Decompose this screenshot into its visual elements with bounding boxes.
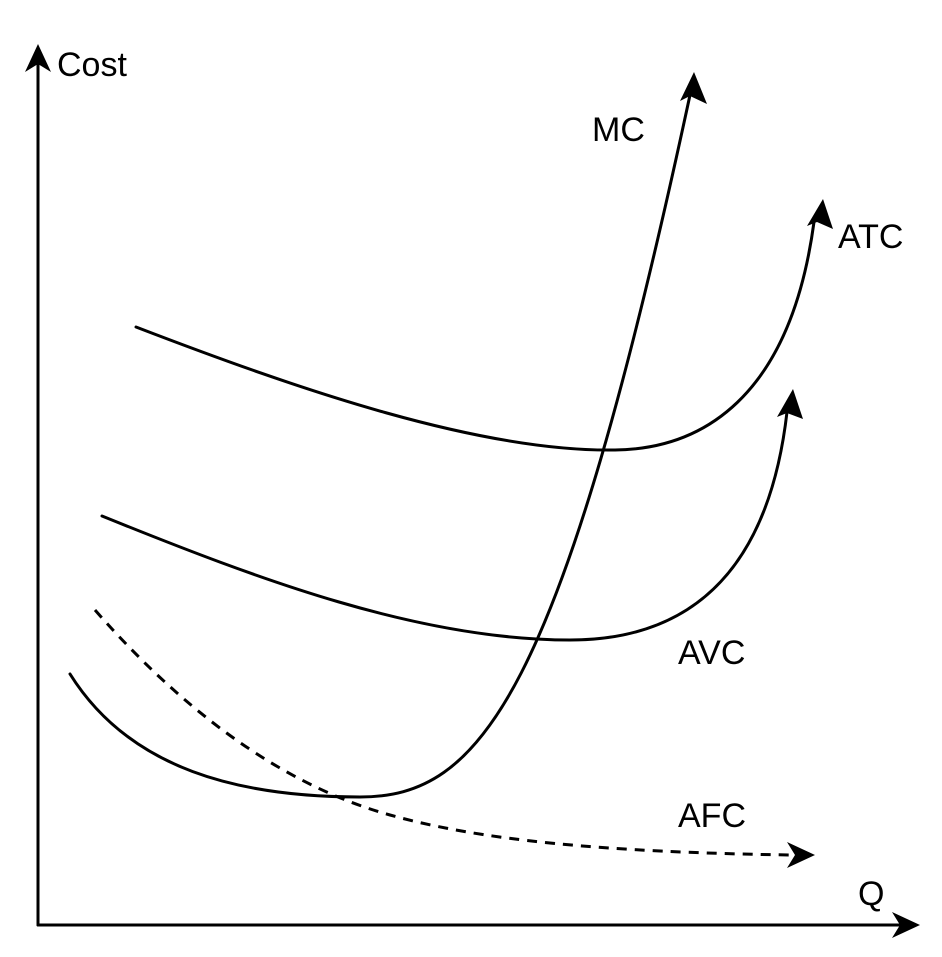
- x-axis-label: Q: [858, 875, 884, 913]
- mc-arrowhead: [680, 72, 707, 104]
- mc-curve-group: MC: [68, 72, 707, 799]
- mc-label: MC: [592, 111, 645, 149]
- afc-curve-group: AFC: [93, 609, 815, 868]
- afc-curve: [93, 609, 791, 857]
- y-axis-arrowhead: [25, 44, 51, 72]
- atc-arrowhead: [807, 199, 833, 229]
- avc-arrowhead: [777, 389, 803, 419]
- afc-arrowhead: [787, 842, 815, 868]
- axes: Cost Q: [25, 44, 920, 938]
- atc-curve-group: ATC: [134, 199, 903, 452]
- x-axis-arrowhead: [892, 912, 920, 938]
- atc-curve: [134, 220, 816, 452]
- atc-label: ATC: [838, 218, 903, 256]
- mc-curve: [68, 93, 692, 799]
- y-axis-label: Cost: [57, 46, 127, 84]
- avc-curve-group: AVC: [100, 389, 803, 672]
- avc-curve: [100, 410, 789, 642]
- afc-label: AFC: [678, 797, 746, 835]
- avc-label: AVC: [678, 634, 745, 672]
